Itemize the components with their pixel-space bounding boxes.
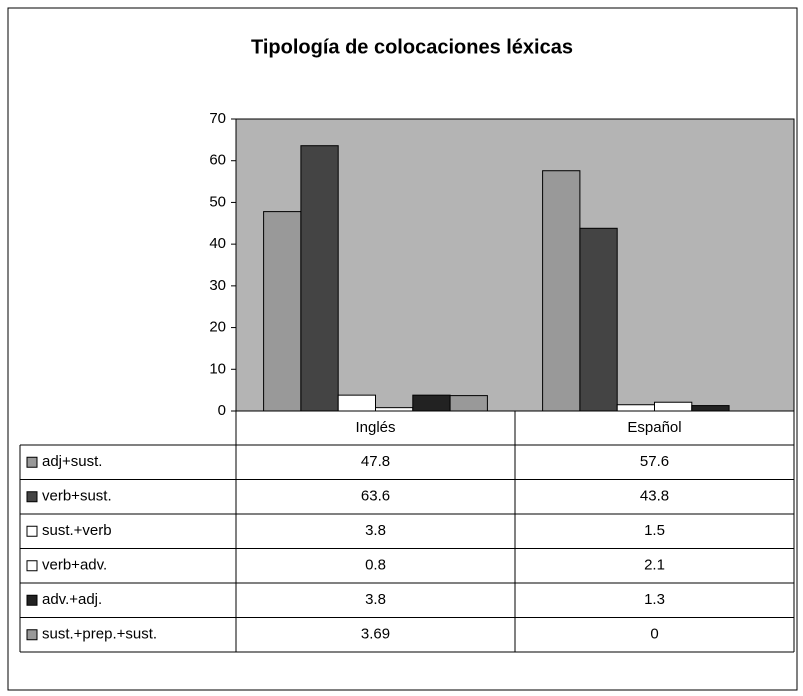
- y-tick-label: 60: [209, 152, 226, 169]
- table-value: 3.69: [361, 626, 390, 643]
- table-value: 47.8: [361, 453, 390, 470]
- legend-label: adj+sust.: [42, 453, 102, 470]
- y-tick-label: 30: [209, 277, 226, 294]
- legend-key: [26, 491, 38, 503]
- y-tick-label: 40: [209, 235, 226, 252]
- bar: [449, 395, 488, 412]
- legend-label: verb+sust.: [42, 488, 112, 505]
- legend-key: [26, 560, 38, 572]
- table-value: 0.8: [365, 557, 386, 574]
- table-value: 57.6: [640, 453, 669, 470]
- chart-title: Tipología de colocaciones léxicas: [251, 36, 573, 58]
- table-value: 43.8: [640, 488, 669, 505]
- legend-label: adv.+adj.: [42, 591, 102, 608]
- bar: [579, 227, 618, 412]
- legend-key: [26, 594, 38, 606]
- y-tick-label: 0: [218, 402, 226, 419]
- y-tick-label: 20: [209, 319, 226, 336]
- x-tick-label: Español: [627, 419, 681, 436]
- bar: [616, 404, 656, 412]
- bar: [654, 401, 693, 412]
- bar: [542, 170, 581, 412]
- legend-key: [26, 456, 38, 468]
- table-value: 2.1: [644, 557, 665, 574]
- x-tick-label: Inglés: [355, 419, 395, 436]
- y-tick-label: 10: [209, 360, 226, 377]
- table-value: 1.3: [644, 591, 665, 608]
- y-tick-label: 50: [209, 193, 226, 210]
- table-value: 3.8: [365, 591, 386, 608]
- bar: [300, 145, 339, 412]
- table-value: 3.8: [365, 522, 386, 539]
- legend-label: verb+adv.: [42, 557, 107, 574]
- bar: [375, 407, 414, 412]
- legend-label: sust.+prep.+sust.: [42, 626, 157, 643]
- bar: [337, 394, 377, 412]
- bar: [412, 394, 451, 412]
- table-value: 1.5: [644, 522, 665, 539]
- legend-label: sust.+verb: [42, 522, 112, 539]
- bar: [263, 211, 302, 412]
- bar: [691, 405, 730, 412]
- legend-key: [26, 525, 38, 537]
- table-value: 0: [650, 626, 658, 643]
- y-tick-label: 70: [209, 110, 226, 127]
- table-value: 63.6: [361, 488, 390, 505]
- legend-key: [26, 629, 38, 641]
